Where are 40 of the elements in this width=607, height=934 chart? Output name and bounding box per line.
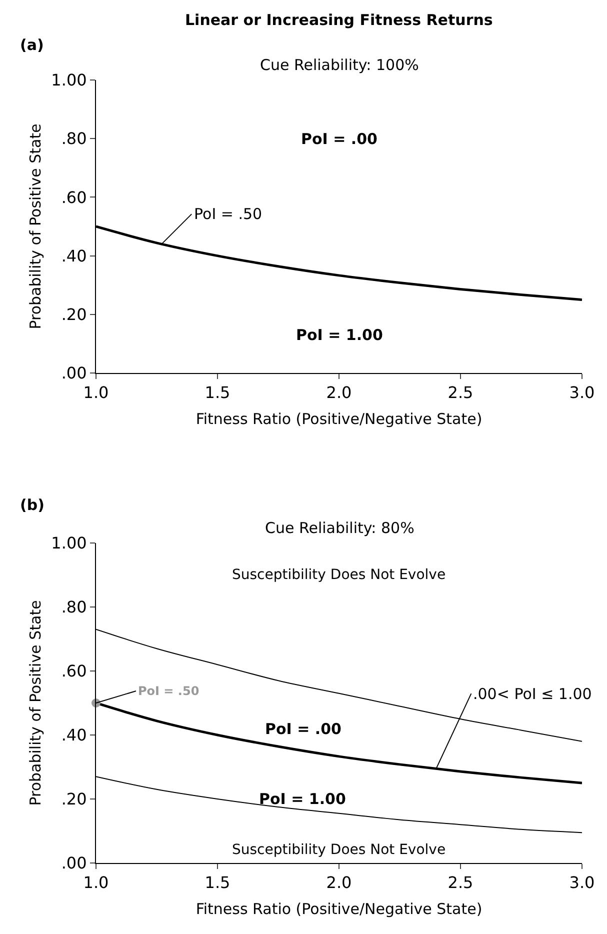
x-tick-label: 3.0	[569, 873, 595, 892]
x-tick-label: 1.0	[83, 873, 109, 892]
x-tick-label: 2.0	[326, 873, 352, 892]
y-tick-label: .20	[61, 790, 87, 809]
annotation: .00< PoI ≤ 1.00	[473, 685, 592, 703]
text: (b)	[20, 496, 44, 514]
text: Linear or Increasing Fitness Returns	[185, 11, 493, 29]
y-tick-label: .00	[61, 854, 87, 873]
y-axis-title: Probability of Positive State	[26, 600, 44, 806]
y-tick-label: 1.00	[51, 534, 87, 553]
x-tick-label: 2.5	[448, 383, 474, 402]
y-tick-label: 1.00	[51, 70, 87, 90]
x-axis-title: Fitness Ratio (Positive/Negative State)	[196, 900, 482, 918]
chart-title: Cue Reliability: 80%	[265, 519, 414, 537]
x-tick-label: 2.5	[448, 873, 474, 892]
y-tick-label: .60	[61, 662, 87, 681]
x-tick-label: 2.0	[326, 383, 352, 402]
y-tick-label: .00	[61, 364, 87, 383]
annotation: PoI = .00	[265, 720, 342, 738]
x-tick-label: 1.0	[83, 383, 109, 402]
annotation: PoI = 1.00	[259, 790, 346, 808]
x-axis-title: Fitness Ratio (Positive/Negative State)	[196, 410, 482, 428]
chart-title: Cue Reliability: 100%	[260, 56, 419, 74]
annotation: PoI = .50	[194, 205, 262, 223]
y-tick-label: .20	[61, 305, 87, 324]
x-tick-label: 1.5	[204, 873, 230, 892]
annotation: Susceptibility Does Not Evolve	[232, 567, 446, 583]
annotation: PoI = .50	[138, 684, 200, 698]
y-tick-label: .40	[61, 726, 87, 745]
x-tick-label: 3.0	[569, 383, 595, 402]
y-axis-title: Probability of Positive State	[26, 124, 44, 330]
y-tick-label: .80	[61, 129, 87, 148]
annotation: PoI = .00	[301, 130, 378, 148]
y-tick-label: .60	[61, 188, 87, 207]
annotation: Susceptibility Does Not Evolve	[232, 842, 446, 858]
y-tick-label: .40	[61, 246, 87, 266]
text: (a)	[20, 36, 44, 54]
y-tick-label: .80	[61, 598, 87, 617]
annotation: PoI = 1.00	[296, 326, 383, 344]
x-tick-label: 1.5	[204, 383, 230, 402]
